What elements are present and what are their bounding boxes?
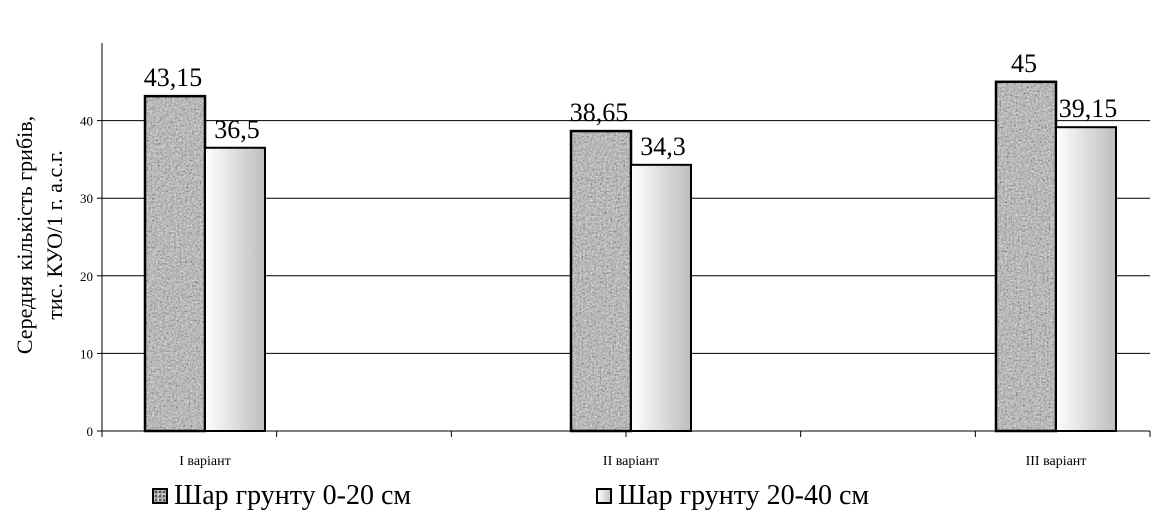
y-tick-label: 30 xyxy=(80,191,93,206)
legend-label-1: Шар грунту 20-40 см xyxy=(618,480,870,511)
bar-texture xyxy=(571,131,631,432)
legend-item-1: Шар грунту 20-40 см xyxy=(596,480,869,512)
data-label: 45 xyxy=(1011,49,1037,78)
legend: Шар грунту 0-20 см Шар грунту 20-40 см xyxy=(0,480,1157,520)
data-labels: 43,15 36,5 38,65 34,3 45 39,15 xyxy=(144,49,1118,161)
y-axis-title-line1: Середня кількість грибів, xyxy=(12,116,37,354)
y-tick-label: 0 xyxy=(87,424,94,439)
data-label: 43,15 xyxy=(144,63,203,92)
data-label: 39,15 xyxy=(1059,94,1118,123)
legend-label-0: Шар грунту 0-20 см xyxy=(174,480,412,511)
y-tick-label: 40 xyxy=(80,114,93,129)
bar xyxy=(1055,126,1117,432)
y-tick-label: 10 xyxy=(80,346,93,361)
y-axis-title-line2: тис. КУО/1 г. а.с.г. xyxy=(42,150,67,319)
legend-swatch-icon xyxy=(596,488,612,504)
y-tick-label: 20 xyxy=(80,269,93,284)
data-label: 38,65 xyxy=(570,98,629,127)
bars xyxy=(143,80,1117,433)
bar xyxy=(204,146,266,432)
legend-swatch-icon xyxy=(152,488,168,504)
x-tick-label: I варіант xyxy=(179,454,231,469)
data-label: 36,5 xyxy=(214,115,260,144)
bar-texture xyxy=(145,96,205,431)
bar xyxy=(630,163,692,432)
x-tick-label: II варіант xyxy=(603,454,659,469)
legend-item-0: Шар грунту 0-20 см xyxy=(152,480,411,512)
data-label: 34,3 xyxy=(640,132,686,161)
x-tick-label: III варіант xyxy=(1026,454,1087,469)
bar-texture xyxy=(996,81,1056,432)
